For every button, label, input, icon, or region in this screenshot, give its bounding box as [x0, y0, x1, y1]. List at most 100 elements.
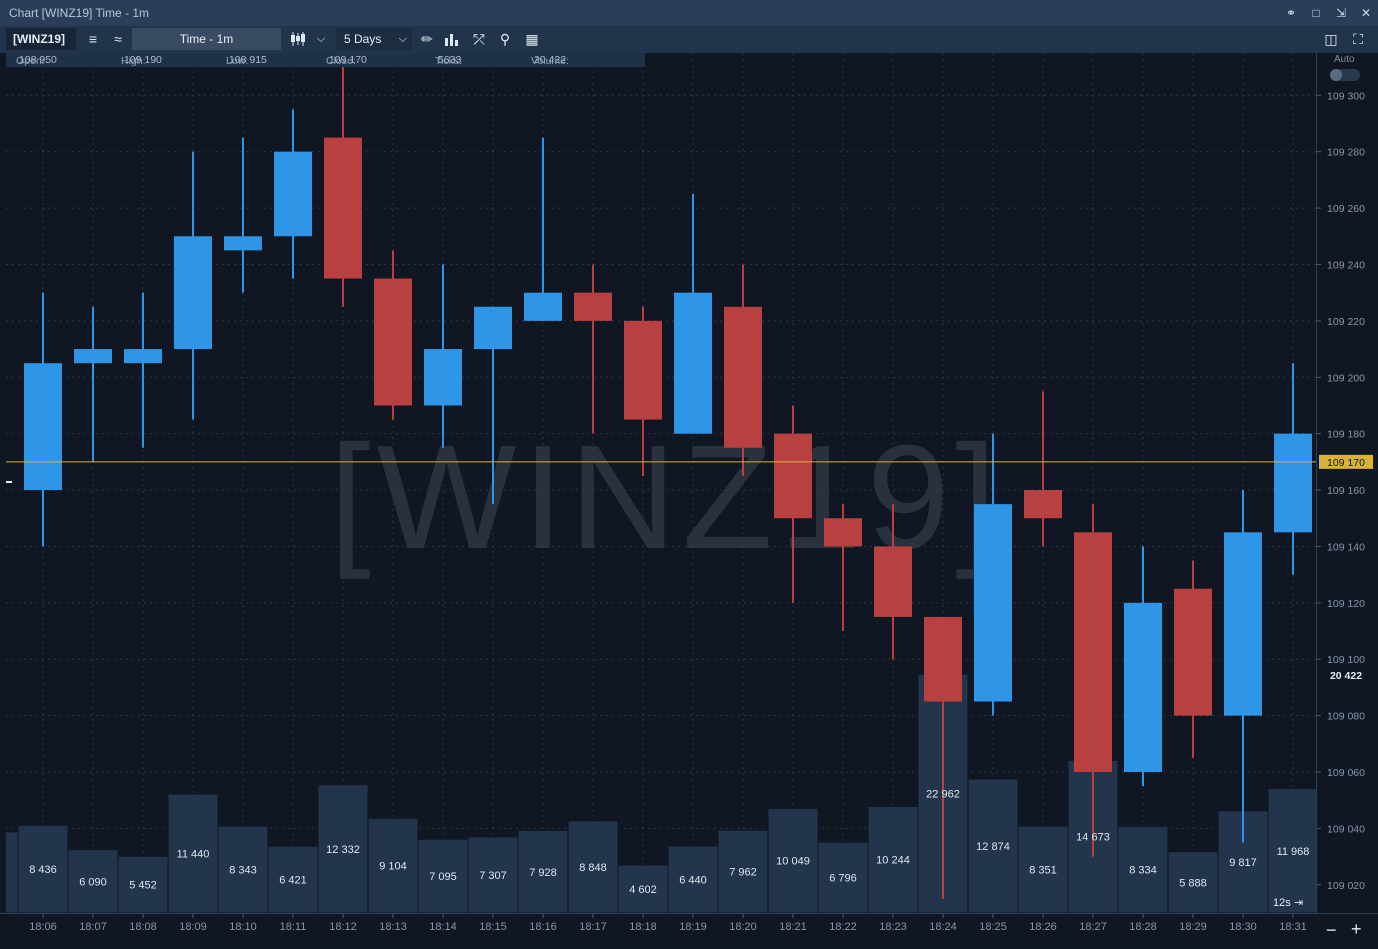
x-tick-label: 18:22	[829, 921, 857, 933]
x-tick-label: 18:20	[729, 921, 757, 933]
candle-type-icon[interactable]	[288, 28, 308, 50]
candle-body	[1124, 602, 1162, 773]
volume-bar	[867, 805, 919, 913]
range-selector[interactable]: 5 Days ⌵	[336, 28, 412, 50]
volume-bar	[417, 838, 469, 913]
volume-bar	[1267, 788, 1316, 913]
volume-label: 10 244	[876, 855, 910, 867]
list-icon[interactable]: ≡	[88, 31, 98, 47]
candle[interactable]	[724, 264, 762, 476]
time-axis[interactable]: 18:06 18:07 18:08 18:09 18:10 18:11 18:12 18:13…	[0, 913, 1378, 949]
y-tick-label: 109 100	[1327, 654, 1365, 666]
chevron-down-icon[interactable]: ⌵	[316, 33, 326, 45]
y-tick-label: 109 160	[1327, 485, 1365, 497]
high-value: 109 190	[123, 54, 162, 66]
overlay-icon[interactable]: ≈	[114, 31, 122, 47]
candle[interactable]	[424, 264, 462, 448]
candle[interactable]	[824, 504, 862, 632]
candle[interactable]	[524, 137, 562, 321]
candle[interactable]	[874, 504, 912, 660]
x-tick-label: 18:31	[1279, 921, 1307, 933]
range-chevron-icon: ⌵	[398, 33, 407, 45]
toolbar: [WINZ19] ≡ ≈ Time - 1m ⌵ 5 Days ⌵ ✏ ⤱ ⚲ …	[0, 26, 1378, 53]
close-icon[interactable]: ✕	[1360, 6, 1372, 20]
x-tick-label: 18:07	[79, 921, 107, 933]
auto-scale-toggle[interactable]	[1330, 69, 1360, 81]
volume-label: 10 049	[776, 856, 810, 868]
candle[interactable]	[774, 405, 812, 603]
candle[interactable]	[924, 616, 962, 899]
volume-label: 8 436	[29, 864, 57, 876]
current-price-label: 109 170	[1327, 457, 1365, 469]
x-tick-label: 18:10	[229, 921, 257, 933]
pencil-icon[interactable]: ✏	[421, 31, 433, 47]
volume-label: 8 343	[229, 865, 257, 877]
x-tick-label: 18:17	[579, 921, 607, 933]
candle[interactable]	[674, 193, 712, 434]
current-volume-label: 20 422	[1330, 670, 1362, 682]
candle[interactable]	[324, 53, 362, 307]
popout-icon[interactable]: ⇲	[1335, 6, 1347, 20]
x-tick-label: 18:16	[529, 921, 557, 933]
candle-body	[74, 349, 112, 364]
volume-bar	[1017, 825, 1069, 913]
auto-scale-label: Auto	[1334, 54, 1355, 65]
candle[interactable]	[274, 109, 312, 279]
candle[interactable]	[474, 306, 512, 505]
basket-icon[interactable]: ⛶	[1353, 31, 1363, 47]
volume-label: 9 817	[1229, 857, 1257, 869]
maximize-icon[interactable]: □	[1312, 6, 1320, 20]
drawing-tool-icon[interactable]: ⤱	[473, 31, 485, 47]
clipboard-icon[interactable]: ◫	[1324, 31, 1338, 47]
candle[interactable]	[1274, 363, 1312, 575]
volume-label: 6 796	[829, 873, 857, 885]
bar-countdown: 12s ⇥	[1273, 896, 1303, 909]
ticks-label: Ticks:	[435, 55, 463, 67]
volume-bar	[967, 778, 1019, 913]
zoom-in-button[interactable]: +	[1351, 919, 1362, 939]
candle-body	[124, 349, 162, 364]
volume-label: 14 673	[1076, 832, 1110, 844]
plot-divider	[1316, 53, 1317, 913]
volume-label: 4 602	[629, 884, 657, 896]
candle[interactable]	[1174, 560, 1212, 758]
volume-label: 11 440	[177, 849, 210, 861]
candle[interactable]	[74, 306, 112, 462]
symbol-selector[interactable]: [WINZ19]	[6, 28, 76, 50]
template-icon[interactable]: ▦	[525, 31, 539, 47]
candle[interactable]	[374, 250, 412, 420]
ticks-value: 5633	[437, 54, 462, 66]
x-tick-label: 18:19	[679, 921, 707, 933]
candle[interactable]	[1074, 504, 1112, 857]
close-value: 109 170	[328, 54, 367, 66]
candle[interactable]	[1024, 391, 1062, 547]
volume-bar	[717, 829, 769, 913]
candle[interactable]	[224, 137, 262, 293]
candle[interactable]	[624, 306, 662, 476]
candle[interactable]	[124, 292, 162, 448]
volume-bar	[267, 845, 319, 913]
candle-body	[524, 292, 562, 321]
candle-body	[674, 292, 712, 434]
zoom-out-button[interactable]: −	[1326, 920, 1337, 940]
price-axis[interactable]: 109 020 109 040 109 060 109 080 109 100 109 1…	[1317, 53, 1378, 913]
x-tick-label: 18:28	[1129, 921, 1157, 933]
candle[interactable]	[974, 433, 1012, 716]
candle[interactable]	[574, 264, 612, 434]
indicator-icon[interactable]	[441, 28, 463, 50]
candle-body	[424, 349, 462, 406]
timeframe-selector[interactable]: Time - 1m	[132, 28, 281, 50]
volume-label: 6 090	[79, 876, 107, 888]
candle[interactable]	[1124, 546, 1162, 787]
candle[interactable]	[24, 292, 62, 547]
volume-bar	[1167, 851, 1219, 913]
x-tick-label: 18:06	[29, 921, 57, 933]
candle[interactable]	[174, 151, 212, 420]
open-label: Open:	[16, 55, 45, 67]
low-label: Low:	[226, 55, 249, 67]
search-icon[interactable]: ⚲	[499, 31, 511, 47]
candle[interactable]	[1224, 490, 1262, 843]
link-icon[interactable]: ⚭	[1285, 6, 1297, 20]
y-tick-label: 109 060	[1327, 767, 1365, 779]
